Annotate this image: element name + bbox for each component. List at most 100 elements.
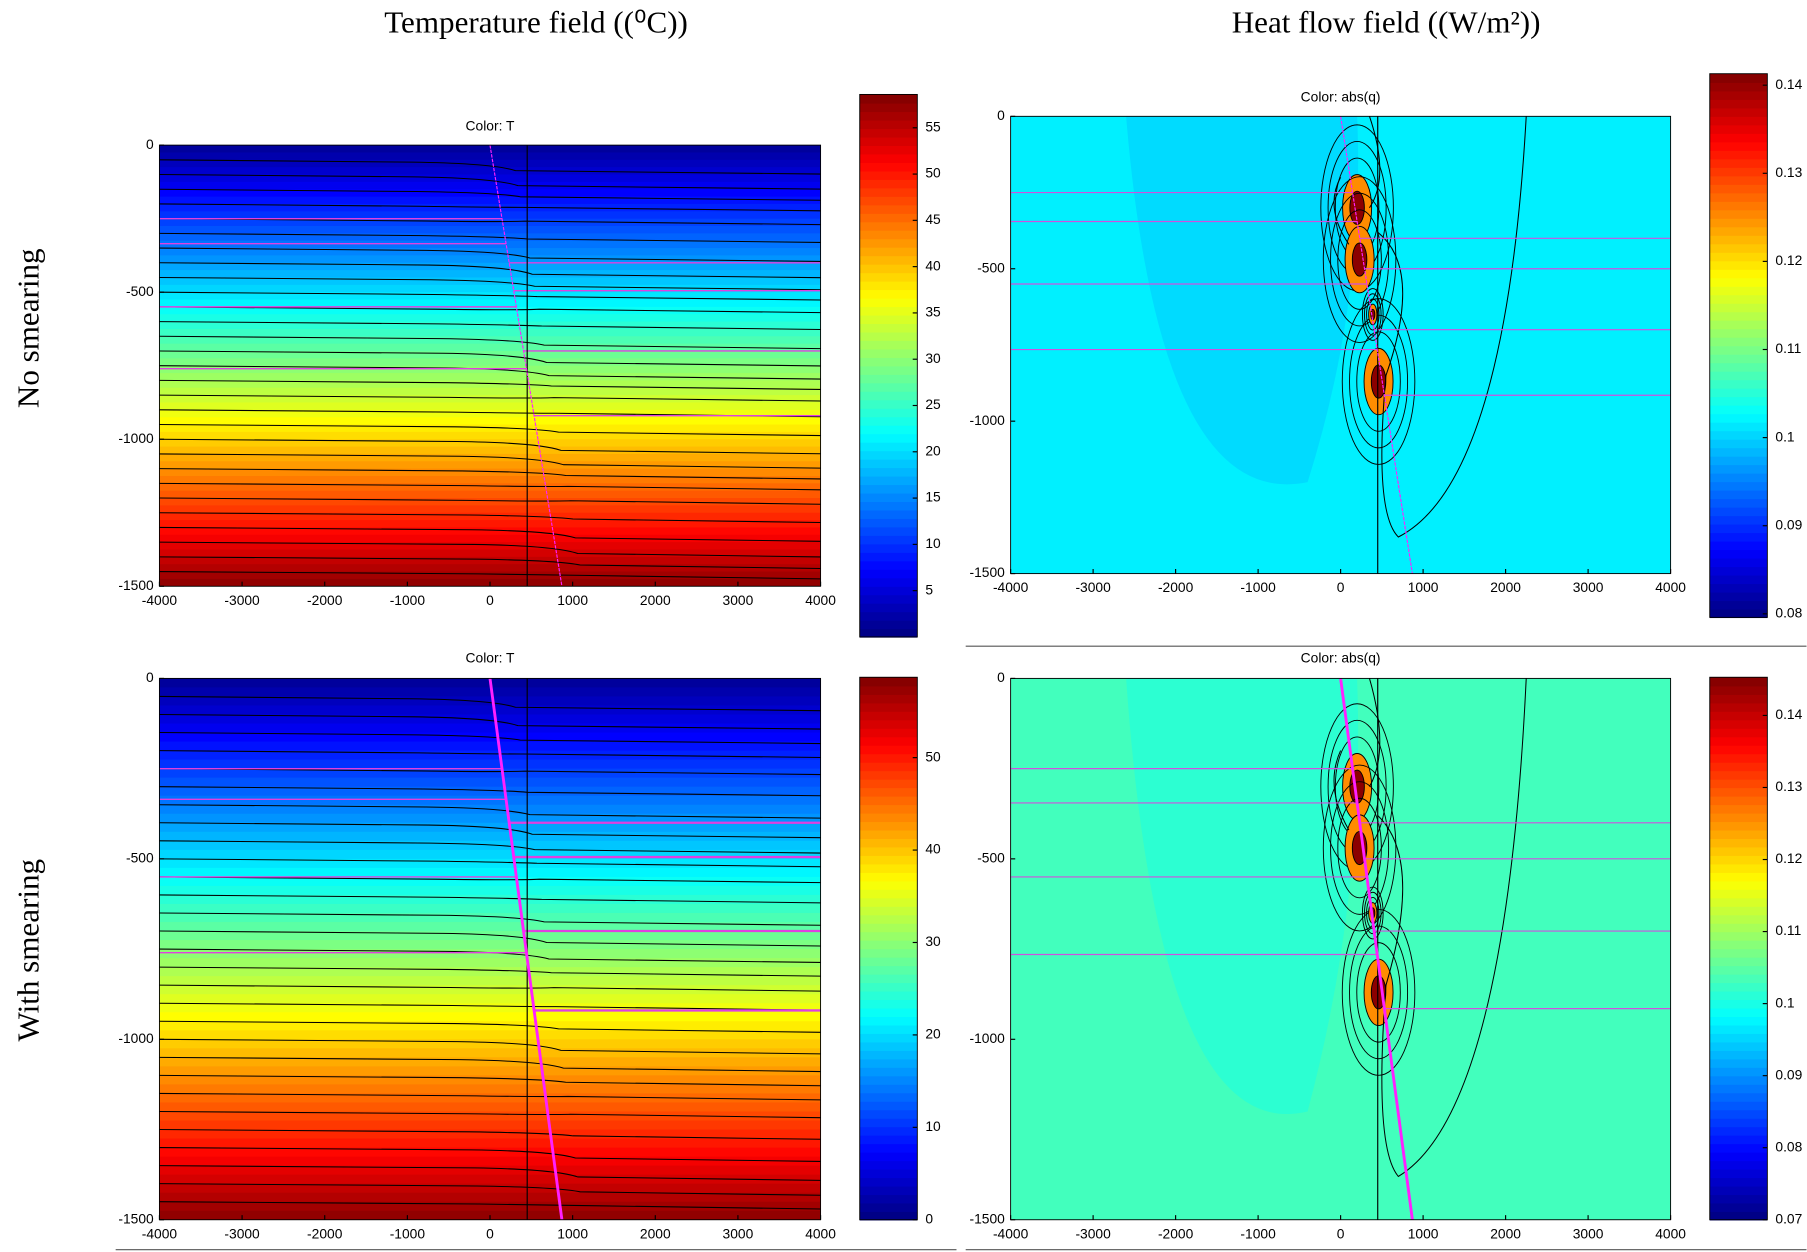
field-band bbox=[159, 1021, 821, 1031]
colorbar-cell bbox=[859, 297, 918, 308]
field-band bbox=[159, 786, 821, 797]
colorbar-cell bbox=[859, 829, 918, 839]
colorbar-cell bbox=[1709, 413, 1768, 423]
colorbar-cell bbox=[1709, 82, 1768, 92]
colorbar-cell bbox=[859, 586, 918, 596]
colorbar-cell bbox=[859, 838, 918, 848]
field-band bbox=[159, 571, 821, 580]
colorbar-cell bbox=[859, 204, 918, 214]
colorbar-tick-label: 0.14 bbox=[1775, 76, 1802, 92]
plot-area bbox=[1010, 116, 1671, 574]
x-tick-label: -4000 bbox=[142, 1225, 178, 1241]
field-band bbox=[159, 498, 821, 507]
colorbar-cell bbox=[1709, 379, 1768, 389]
colorbar-cell bbox=[859, 1050, 918, 1060]
x-tick-label: 0 bbox=[486, 1225, 494, 1241]
plot-area bbox=[159, 678, 821, 1220]
field-band bbox=[159, 777, 821, 788]
colorbar-cell bbox=[1709, 1211, 1768, 1221]
colorbar-tick-label: 35 bbox=[925, 304, 941, 320]
colorbar-frame bbox=[859, 93, 918, 638]
colorbar-cell bbox=[1709, 1092, 1768, 1102]
panel-title: Color: T bbox=[466, 649, 515, 665]
field-band bbox=[159, 976, 821, 986]
field-band bbox=[159, 255, 821, 264]
colorbar-tick-label: 0.08 bbox=[1775, 604, 1802, 620]
x-tick-label: 4000 bbox=[1655, 579, 1686, 595]
x-tick-label: -4000 bbox=[993, 1225, 1029, 1241]
colorbar-cell bbox=[1709, 481, 1768, 491]
colorbar-cell bbox=[859, 94, 918, 104]
x-tick-label: 1000 bbox=[557, 1225, 588, 1241]
field-band bbox=[159, 1147, 821, 1158]
y-tick-label: -1000 bbox=[118, 1030, 154, 1046]
field-band bbox=[159, 358, 821, 367]
isotherm bbox=[159, 262, 821, 279]
colorbar-cell bbox=[1709, 990, 1768, 1001]
colorbar-cell bbox=[1709, 778, 1768, 789]
colorbar-cell bbox=[1709, 804, 1768, 814]
colorbar-cell bbox=[859, 501, 918, 511]
isotherm bbox=[159, 174, 821, 190]
colorbar-cell bbox=[859, 230, 918, 240]
x-tick-label: 2000 bbox=[640, 592, 671, 608]
colorbar-cell bbox=[1709, 184, 1768, 194]
colorbar-cell bbox=[1709, 124, 1768, 134]
flux-contour bbox=[1361, 288, 1384, 341]
isotherm bbox=[159, 306, 821, 314]
colorbar-cell bbox=[1709, 931, 1768, 941]
flux-contour bbox=[1349, 925, 1409, 1060]
panel-title: Color: T bbox=[466, 117, 515, 133]
colorbar-cell bbox=[1709, 260, 1768, 270]
colorbar-cell bbox=[859, 728, 918, 738]
colorbar-cell bbox=[859, 128, 918, 138]
isotherm bbox=[159, 786, 821, 797]
colorbar-cell bbox=[1709, 116, 1768, 126]
colorbar-cell bbox=[1709, 515, 1768, 525]
colorbar-cell bbox=[1709, 702, 1768, 712]
isotherm bbox=[159, 394, 821, 402]
row-label: With smearing bbox=[11, 859, 46, 1042]
colorbar-cell bbox=[859, 1168, 918, 1179]
isotherm bbox=[159, 948, 821, 963]
column-title: Heat flow field ((W/m²)) bbox=[1232, 4, 1541, 39]
colorbar-tick-label: 55 bbox=[925, 118, 941, 134]
field-band bbox=[159, 741, 821, 752]
colorbar-cell bbox=[1709, 999, 1768, 1009]
field-band bbox=[159, 299, 821, 308]
x-tick-label: 2000 bbox=[1490, 579, 1521, 595]
colorbar-tick-label: 40 bbox=[925, 257, 941, 273]
isotherm bbox=[159, 1020, 821, 1033]
colorbar-cell bbox=[1709, 770, 1768, 780]
field-band bbox=[159, 159, 821, 168]
colorbar-cell bbox=[1709, 277, 1768, 287]
colorbar-cell bbox=[1709, 897, 1768, 907]
colorbar-cell bbox=[1709, 1075, 1768, 1085]
colorbar-tick-label: 15 bbox=[925, 489, 941, 505]
field-band bbox=[159, 813, 821, 824]
colorbar-cell bbox=[1709, 430, 1768, 440]
isotherm bbox=[159, 966, 821, 977]
colorbar-cell bbox=[859, 416, 918, 426]
field-band bbox=[159, 705, 821, 716]
y-tick-label: 0 bbox=[997, 669, 1005, 685]
x-tick-label: -3000 bbox=[1075, 1225, 1111, 1241]
field-band bbox=[159, 912, 821, 923]
flux-contour bbox=[1356, 331, 1401, 432]
colorbar-cell bbox=[859, 1211, 918, 1221]
isotherm bbox=[159, 1201, 821, 1210]
colorbar-tick-label: 0.08 bbox=[1775, 1138, 1802, 1154]
colorbar-cell bbox=[1709, 574, 1768, 585]
field-band bbox=[159, 270, 821, 279]
colorbar-cell bbox=[1709, 107, 1768, 117]
colorbar-cell bbox=[859, 906, 918, 916]
field-band bbox=[159, 564, 821, 573]
colorbar-cell bbox=[859, 247, 918, 257]
field-band bbox=[159, 985, 821, 995]
field-band bbox=[159, 306, 821, 315]
y-tick-label: 0 bbox=[146, 669, 154, 685]
field-band bbox=[159, 417, 821, 426]
colorbar-tick-label: 30 bbox=[925, 350, 941, 366]
colorbar-cell bbox=[859, 990, 918, 1001]
colorbar-cell bbox=[859, 1126, 918, 1136]
